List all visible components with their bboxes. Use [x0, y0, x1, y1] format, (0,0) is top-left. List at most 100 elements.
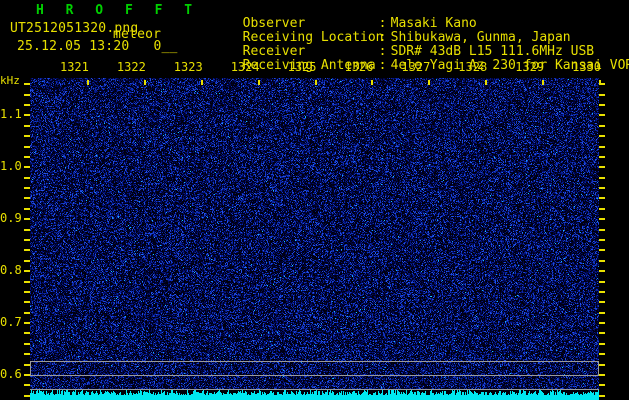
metadata-value: Shibukawa, Gunma, Japan — [390, 30, 571, 45]
y-axis-tick-label: 1.0 — [0, 159, 22, 174]
y-axis-minor-tick — [24, 103, 30, 106]
metadata-row-observer: Observer: Masaki Kano — [180, 3, 629, 31]
metadata-value: SDR# 43dB L15 111.6MHz USB — [390, 44, 595, 59]
x-axis-tick-label: 1329 — [515, 60, 545, 74]
spectrum-level-canvas — [30, 389, 599, 400]
y-axis-minor-tick-right — [599, 155, 605, 158]
y-axis-minor-tick-right — [599, 187, 605, 190]
x-axis: 1321 1322 1323 1324 1325 1326 1327 1328 1329 1330 — [0, 60, 629, 88]
y-axis-minor-tick-right — [599, 103, 605, 106]
marker-line-end — [30, 361, 31, 376]
marker-line — [30, 375, 599, 377]
x-axis-tick — [86, 80, 89, 85]
y-axis-minor-tick-right — [599, 311, 605, 314]
header-panel: H R O F F T UT2512051320.png meteor 25.1… — [0, 0, 629, 73]
x-axis-tick — [599, 80, 601, 85]
y-axis-minor-tick-right — [599, 280, 605, 283]
y-axis-minor-tick-right — [599, 239, 605, 241]
x-axis-tick — [371, 80, 374, 85]
y-axis-minor-tick-right — [599, 228, 605, 231]
y-axis-tick-label: 0.9 — [0, 211, 22, 226]
y-axis-minor-tick — [24, 93, 30, 96]
y-axis-minor-tick-right — [599, 374, 605, 377]
spectrum-level-band — [30, 389, 599, 400]
y-axis-minor-tick — [24, 135, 30, 138]
marker-line — [30, 388, 599, 390]
y-axis-minor-tick — [24, 83, 30, 86]
y-axis-minor-tick — [24, 218, 30, 221]
metadata-row-receiving-antenna: Receiving Antenna:4ele Yagi Az 230 for K… — [180, 45, 629, 73]
metadata-key: Observer — [242, 16, 306, 31]
x-axis-tick — [542, 80, 545, 85]
y-axis-minor-tick — [24, 374, 30, 377]
y-axis-minor-tick — [24, 342, 30, 345]
marker-line — [30, 361, 599, 363]
y-axis-minor-tick-right — [599, 322, 605, 325]
y-axis-minor-tick — [24, 353, 30, 356]
y-axis-minor-tick — [24, 384, 30, 387]
y-axis-minor-tick-right — [599, 394, 605, 397]
y-axis-minor-tick-right — [599, 207, 605, 210]
y-axis-minor-tick — [24, 249, 30, 252]
y-axis-minor-tick — [24, 322, 30, 325]
filename-label: UT2512051320.png — [10, 21, 139, 36]
y-axis-minor-tick-right — [599, 135, 605, 138]
y-axis-minor-tick — [24, 270, 30, 273]
y-axis-tick-label: 1.1 — [0, 107, 22, 122]
x-axis-tick-label: 1321 — [59, 60, 89, 74]
x-axis-tick-label: 1324 — [230, 60, 260, 74]
x-axis-tick-label: 1328 — [458, 60, 488, 74]
y-axis: kHz — [0, 72, 30, 400]
y-axis-minor-tick — [24, 145, 30, 148]
y-axis-minor-tick-right — [599, 301, 605, 304]
metadata-key: Receiver — [242, 44, 306, 59]
metadata-separator: : — [378, 16, 387, 31]
marker-line-end — [598, 361, 599, 376]
y-axis-minor-tick — [24, 332, 30, 335]
metadata-value: Masaki Kano — [390, 16, 477, 31]
y-axis-minor-tick — [24, 176, 30, 179]
y-axis-minor-tick-right — [599, 83, 605, 86]
timestamp-label: 25.12.05 13:20 0__ — [17, 39, 178, 54]
y-axis-minor-tick — [24, 207, 30, 210]
y-axis-minor-tick — [24, 228, 30, 231]
x-axis-tick — [143, 80, 146, 85]
y-axis-minor-tick — [24, 197, 30, 200]
y-axis-tick-label: 0.7 — [0, 315, 22, 330]
y-axis-minor-tick — [24, 166, 30, 169]
y-axis-minor-tick — [24, 363, 30, 366]
spectrogram-canvas-container — [30, 78, 599, 400]
x-axis-tick — [485, 80, 488, 85]
y-axis-minor-tick-right — [599, 166, 605, 169]
y-axis-minor-tick-right — [599, 249, 605, 252]
y-axis-minor-tick-right — [599, 197, 605, 200]
x-axis-tick — [200, 80, 203, 85]
y-axis-unit-label: kHz — [0, 74, 20, 87]
metadata-key: Receiving Location — [242, 30, 384, 45]
y-axis-minor-tick-right — [599, 218, 605, 221]
y-axis-minor-tick-right — [599, 353, 605, 356]
y-axis-tick-label: 0.8 — [0, 263, 22, 278]
x-axis-tick-label: 1322 — [116, 60, 146, 74]
metadata-separator: : — [378, 30, 387, 45]
y-axis-minor-tick-right — [599, 124, 605, 127]
x-axis-tick-label: 1323 — [173, 60, 203, 74]
y-axis-minor-tick-right — [599, 93, 605, 96]
y-axis-minor-tick-right — [599, 290, 605, 293]
x-axis-tick — [257, 80, 260, 85]
metadata-row-receiver: Receiver: SDR# 43dB L15 111.6MHz USB — [180, 31, 629, 59]
y-axis-minor-tick — [24, 187, 30, 190]
y-axis-minor-tick — [24, 259, 30, 262]
y-axis-minor-tick — [24, 394, 30, 397]
y-axis-minor-tick — [24, 280, 30, 283]
x-axis-tick-label: 1325 — [287, 60, 317, 74]
metadata-value: 4ele Yagi Az 230 for Kansai VOR — [390, 58, 629, 73]
y-axis-minor-tick-right — [599, 332, 605, 335]
metadata-row-receiving-location: Receiving Location: Shibukawa, Gunma, Jap… — [180, 17, 629, 45]
y-axis-minor-tick — [24, 301, 30, 304]
metadata-key: Receiving Antenna — [242, 58, 376, 73]
y-axis-minor-tick — [24, 155, 30, 158]
spectrogram-panel: kHz 1.1 1.0 0.9 0.8 0.7 0.6 1321 1322 1323 1324 1… — [0, 60, 629, 400]
y-axis-tick-label: 0.6 — [0, 367, 22, 382]
